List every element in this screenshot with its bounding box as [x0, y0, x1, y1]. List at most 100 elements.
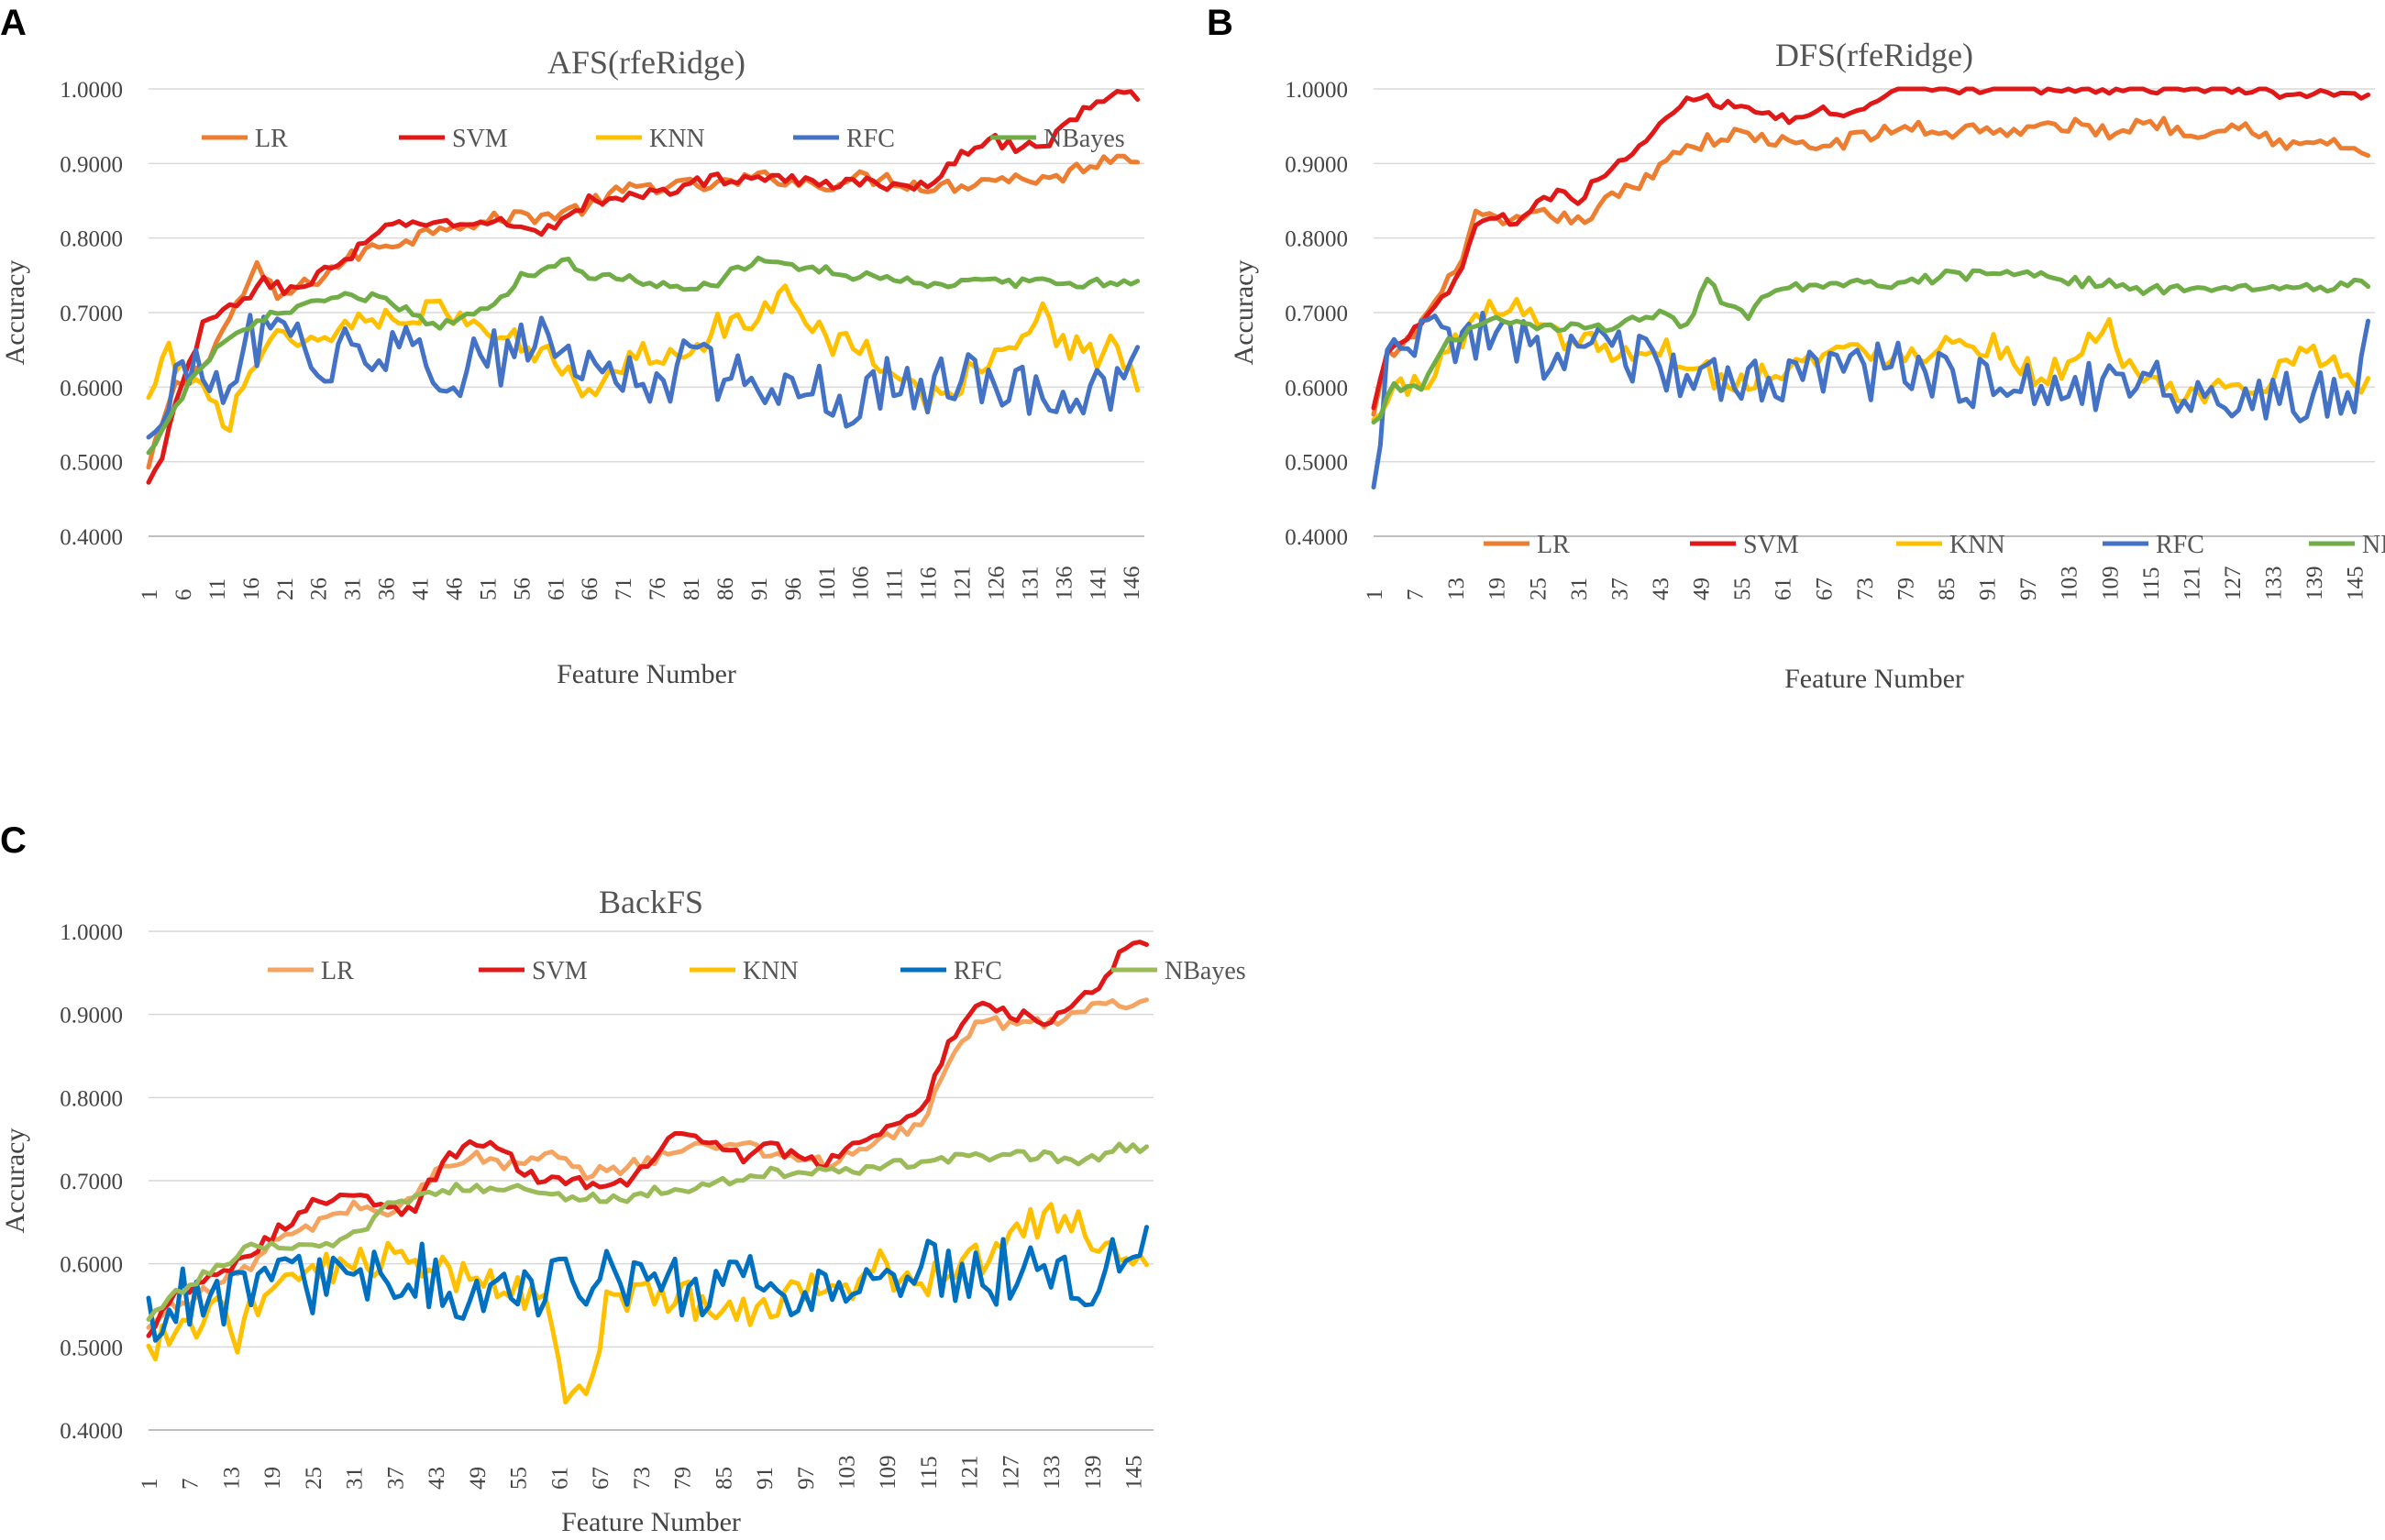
legend-label-knn: KNN: [649, 125, 705, 153]
x-tick-label: 131: [1018, 566, 1043, 601]
x-tick-label: 26: [307, 578, 332, 600]
series-line-svm: [146, 89, 1141, 485]
series-line-svm: [1371, 86, 2371, 411]
x-tick-label: 126: [984, 566, 1009, 601]
legend-label-lr: LR: [1537, 531, 1570, 559]
legend-label-rfc: RFC: [846, 125, 895, 153]
y-tick-label: 1.0000: [60, 920, 123, 945]
legend: LR SVM KNN RFC NBayes: [202, 125, 1125, 153]
y-tick-label: 0.7000: [60, 1170, 123, 1194]
panel-letter: A: [0, 3, 27, 43]
x-tick-label: 103: [2058, 566, 2082, 601]
x-tick-label: 1: [138, 589, 162, 601]
legend: LR SVM KNN RFC NBayes: [1484, 531, 2385, 559]
x-tick-label: 109: [2098, 566, 2123, 601]
series-line-knn: [146, 283, 1141, 434]
x-tick-label: 127: [2221, 566, 2246, 601]
series-line-rfc: [146, 313, 1141, 440]
legend-label-knn: KNN: [743, 957, 799, 985]
x-tick-label: 25: [1526, 578, 1551, 600]
x-tick-label: 109: [876, 1456, 900, 1490]
x-tick-label: 61: [1772, 578, 1796, 600]
x-axis-label: Feature Number: [561, 1507, 741, 1537]
x-tick-label: 91: [747, 578, 772, 600]
series-line-lr: [1371, 116, 2371, 417]
x-tick-label: 37: [1607, 578, 1632, 600]
chart-title: AFS(rfeRidge): [547, 44, 745, 81]
x-tick-label: 115: [917, 1456, 942, 1490]
legend-label-lr: LR: [321, 957, 354, 985]
legend-label-svm: SVM: [452, 125, 508, 153]
legend-label-svm: SVM: [532, 957, 588, 985]
x-tick-label: 76: [646, 578, 670, 600]
series-line-svm: [146, 940, 1149, 1338]
x-tick-label: 146: [1120, 566, 1144, 601]
x-tick-label: 19: [1485, 578, 1510, 600]
legend-label-rfc: RFC: [954, 957, 1002, 985]
x-tick-label: 121: [958, 1456, 983, 1490]
y-tick-label: 0.9000: [60, 1004, 123, 1028]
x-tick-label: 36: [375, 578, 400, 600]
x-tick-label: 139: [1081, 1456, 1106, 1490]
y-tick-label: 0.9000: [60, 152, 123, 177]
x-tick-label: 67: [589, 1467, 613, 1490]
y-tick-label: 0.7000: [1285, 302, 1348, 326]
legend-label-nbayes: NBayes: [1165, 957, 1246, 985]
x-axis-label: Feature Number: [1784, 664, 1964, 694]
legend-label-lr: LR: [255, 125, 288, 153]
x-tick-label: 106: [849, 566, 874, 601]
x-tick-label: 86: [713, 578, 738, 600]
x-axis-label: Feature Number: [557, 659, 736, 689]
panel-c: C BackFS 0.4000 0.5000 0.6000 0.7000 0.8000 0.9…: [0, 820, 1246, 1537]
x-tick-label: 31: [341, 578, 366, 600]
x-tick-label: 121: [951, 566, 976, 601]
y-tick-label: 0.7000: [60, 302, 123, 326]
panel-a: A AFS(rfeRidge) 0.4000 0.5000 0.6000 0.7000 0.…: [0, 3, 1144, 689]
x-tick-label: 46: [442, 578, 467, 600]
x-tick-label: 96: [781, 578, 806, 600]
series-line-nbayes: [1371, 268, 2371, 425]
x-tick-label: 145: [2344, 566, 2368, 601]
x-tick-label: 49: [1690, 578, 1715, 600]
x-tick-label: 136: [1052, 566, 1077, 601]
x-tick-label: 31: [343, 1467, 368, 1490]
x-tick-label: 71: [612, 578, 636, 600]
y-tick-label: 1.0000: [1285, 78, 1348, 103]
x-tick-label: 37: [383, 1467, 408, 1490]
x-tick-label: 11: [205, 578, 230, 600]
legend-label-knn: KNN: [1949, 531, 2005, 559]
x-tick-label: 51: [476, 578, 501, 600]
x-tick-label: 61: [544, 578, 569, 600]
x-tick-label: 49: [466, 1467, 491, 1490]
x-tick-label: 43: [1649, 578, 1673, 600]
x-tick-label: 101: [815, 566, 840, 601]
x-tick-label: 31: [1567, 578, 1592, 600]
legend-label-nbayes: NBayes: [2362, 531, 2385, 559]
y-tick-label: 0.4000: [60, 525, 123, 550]
x-tick-label: 139: [2302, 566, 2327, 601]
x-tick-label: 115: [2139, 566, 2164, 600]
x-tick-label: 7: [179, 1479, 204, 1490]
y-tick-label: 0.6000: [1285, 376, 1348, 401]
chart-title: BackFS: [599, 884, 703, 920]
x-tick-label: 13: [219, 1467, 244, 1490]
x-tick-label: 61: [547, 1467, 572, 1490]
x-tick-label: 56: [510, 578, 535, 600]
x-tick-label: 97: [794, 1467, 819, 1490]
x-tick-label: 55: [1730, 578, 1755, 600]
panel-b: B DFS(rfeRidge) 0.4000 0.5000 0.6000 0.7000 0.…: [1207, 3, 2385, 694]
x-tick-label: 41: [409, 578, 434, 600]
series-line-nbayes: [146, 255, 1141, 456]
x-tick-label: 111: [883, 567, 908, 600]
x-tick-label: 1: [1363, 589, 1387, 601]
x-tick-label: 55: [507, 1467, 532, 1490]
y-tick-label: 0.6000: [60, 1253, 123, 1278]
x-tick-label: 73: [630, 1467, 655, 1490]
x-tick-label: 116: [917, 566, 942, 600]
series-line-rfc: [1371, 311, 2371, 490]
x-tick-label: 25: [302, 1467, 326, 1490]
x-tick-label: 103: [834, 1456, 859, 1490]
x-tick-label: 67: [1812, 578, 1837, 600]
x-tick-label: 91: [753, 1467, 778, 1490]
